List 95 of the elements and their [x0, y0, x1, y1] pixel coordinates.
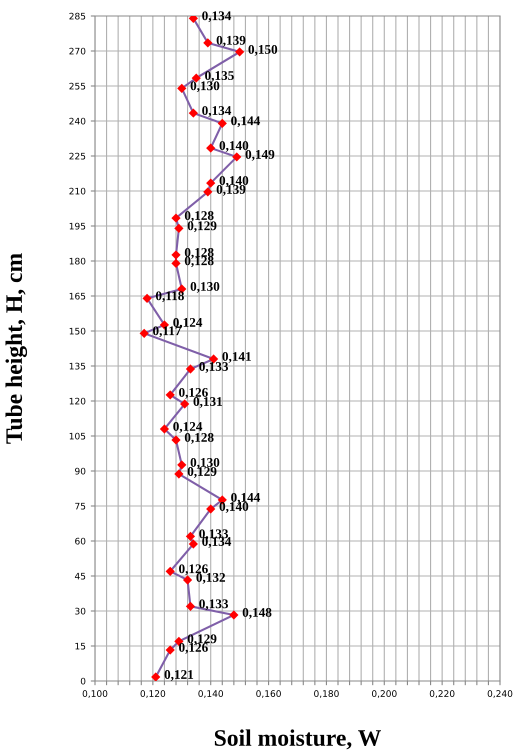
point	[171, 250, 181, 260]
point	[177, 460, 186, 470]
point	[180, 399, 190, 409]
y-tick-label: 210	[69, 188, 86, 195]
annotation: 0,148	[242, 608, 272, 619]
annotation: 0,118	[156, 291, 184, 302]
annotation: 0,144	[231, 116, 260, 128]
point	[206, 504, 216, 514]
point	[171, 213, 181, 223]
point	[182, 575, 192, 585]
x-tick-label: 0,240	[488, 690, 512, 698]
y-tick-label: 135	[70, 362, 86, 370]
annotation: 0,150	[248, 44, 278, 56]
x-tick-label: 0,140	[198, 690, 224, 698]
point	[203, 38, 212, 48]
point	[188, 108, 198, 118]
point	[177, 84, 186, 93]
annotation: 0,132	[196, 572, 226, 584]
annotation: 0,131	[194, 397, 222, 408]
point	[166, 390, 175, 400]
x-tick-label: 0,120	[140, 690, 166, 698]
annotation: 0,133	[199, 362, 228, 373]
x-tick-label: 0,100	[82, 690, 108, 698]
point	[186, 602, 196, 611]
point	[203, 187, 212, 197]
point	[171, 258, 181, 268]
point	[232, 152, 242, 162]
annotation: 0,134	[202, 11, 232, 22]
y-tick-label: 0	[80, 678, 86, 685]
annotation: 0,128	[184, 211, 214, 222]
y-axis-title: Tube height, H, cm	[5, 253, 28, 444]
y-tick-label: 180	[70, 258, 86, 265]
annotation: 0,129	[188, 221, 216, 232]
annotation: 0,130	[190, 458, 220, 469]
point	[174, 224, 184, 233]
x-axis-title: Soil moisture, W	[214, 729, 381, 750]
annotation: 0,126	[179, 388, 208, 399]
annotation: 0,133	[199, 599, 228, 610]
y-tick-label: 75	[75, 502, 86, 510]
point	[160, 424, 170, 434]
annotation: 0,124	[173, 422, 202, 433]
point	[142, 294, 152, 303]
y-tick-label: 165	[70, 292, 86, 300]
point	[235, 47, 244, 57]
y-tick-label: 45	[74, 572, 86, 580]
annotation: 0,126	[179, 642, 208, 654]
y-tick-label: 195	[70, 222, 86, 230]
y-tick-label: 270	[69, 48, 86, 55]
x-tick-label: 0,180	[314, 690, 339, 698]
y-tick-label: 240	[69, 118, 86, 125]
y-tick-label: 15	[75, 642, 86, 650]
point	[206, 178, 216, 188]
y-tick-label: 30	[75, 608, 86, 615]
annotation: 0,128	[184, 432, 214, 444]
annotation: 0,121	[164, 670, 194, 681]
y-tick-label: 285	[69, 12, 86, 20]
y-tick-label: 105	[70, 432, 86, 440]
annotation: 0,124	[173, 318, 202, 329]
point	[206, 143, 216, 153]
annotation: 0,139	[216, 184, 246, 196]
annotation: 0,140	[220, 176, 248, 187]
point	[186, 532, 196, 541]
y-tick-label: 225	[69, 152, 86, 160]
annotation: 0,139	[216, 36, 246, 47]
point	[188, 539, 198, 549]
point	[218, 118, 227, 128]
point	[171, 435, 181, 445]
annotation: 0,130	[190, 81, 220, 92]
x-tick-label: 0,200	[372, 690, 397, 698]
point	[151, 672, 160, 681]
annotation: 0,144	[231, 492, 260, 504]
annotation: 0,126	[179, 564, 208, 576]
annotation: 0,130	[190, 282, 220, 293]
point	[166, 645, 175, 655]
y-tick-label: 90	[75, 468, 86, 475]
y-tick-label: 60	[75, 538, 86, 545]
annotation: 0,140	[220, 502, 248, 513]
annotation: 0,149	[246, 150, 274, 161]
annotation: 0,135	[205, 71, 234, 82]
point	[140, 328, 149, 338]
y-tick-label: 150	[70, 328, 86, 335]
point	[174, 469, 184, 479]
annotation: 0,140	[220, 141, 248, 152]
x-tick-label: 0,220	[430, 690, 454, 698]
annotation: 0,129	[188, 634, 216, 646]
point	[166, 566, 175, 576]
point	[186, 364, 196, 374]
y-tick-label: 255	[69, 82, 86, 90]
annotation: 0,134	[202, 106, 232, 117]
annotation: 0,117	[153, 326, 182, 338]
annotation: 0,129	[188, 467, 216, 478]
point	[229, 610, 238, 620]
y-tick-label: 120	[70, 398, 86, 405]
annotation: 0,141	[222, 352, 251, 363]
x-tick-label: 0,160	[256, 690, 281, 698]
